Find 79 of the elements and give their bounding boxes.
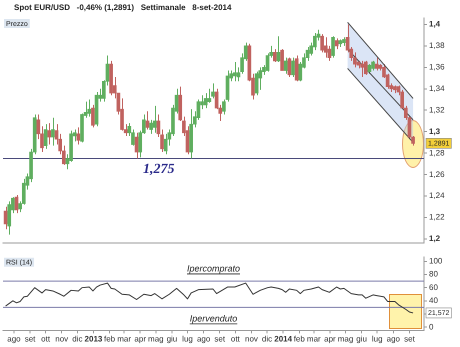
- y-tick-label: 100: [429, 256, 443, 266]
- x-tick-label: giu: [356, 334, 367, 344]
- y-tick-label: 80: [429, 270, 438, 279]
- x-tick-label: ago: [7, 334, 22, 344]
- x-tick-label: ago: [386, 334, 401, 344]
- y-tick-label: 1,34: [429, 84, 446, 93]
- candlestick: [280, 48, 284, 72]
- candlestick: [146, 110, 150, 130]
- x-tick-label: 2014: [274, 334, 293, 344]
- y-tick-label: 1,36: [429, 62, 446, 72]
- x-tick-label: lug: [182, 334, 193, 344]
- x-tick-label: set: [24, 334, 36, 344]
- candlestick: [7, 200, 12, 236]
- candlestick: [254, 71, 258, 96]
- x-tick-label: mar: [306, 334, 322, 344]
- x-tick-label: mag: [338, 334, 354, 344]
- x-tick-label: nov: [244, 334, 258, 344]
- y-tick-label: 1,32: [429, 105, 446, 114]
- candlestick: [284, 57, 288, 74]
- candlestick: [276, 36, 280, 62]
- x-tick-label: apr: [324, 334, 336, 344]
- x-tick-label: ott: [230, 334, 241, 344]
- candlestick: [291, 57, 295, 78]
- x-tick-label: dic: [262, 334, 272, 344]
- x-tick-label: mar: [117, 334, 132, 344]
- x-tick-label: set: [214, 334, 226, 344]
- y-tick-label: 1,24: [429, 191, 446, 200]
- y-tick-label: 60: [429, 282, 438, 292]
- candlestick: [87, 99, 92, 118]
- y-tick-label: 1,22: [429, 212, 446, 222]
- y-tick-label: 1,4: [429, 20, 441, 29]
- candlestick: [14, 194, 18, 214]
- x-tick-label: feb: [294, 334, 306, 344]
- x-tick-label: nov: [55, 334, 68, 344]
- y-tick-label: 1,2: [429, 234, 441, 244]
- candlestick: [324, 36, 328, 58]
- candlestick: [371, 60, 375, 72]
- y-tick-label: 1,3: [429, 126, 441, 136]
- candlestick: [44, 124, 48, 150]
- x-tick-label: ago: [196, 334, 211, 344]
- candlestick: [204, 92, 208, 109]
- candlestick: [211, 82, 215, 99]
- ref-line-label: Ipervenduto: [190, 313, 238, 324]
- x-tick-label: ott: [41, 334, 51, 344]
- x-tick-label: feb: [104, 334, 116, 344]
- y-tick-label: 1,28: [429, 148, 446, 158]
- candlestick: [273, 48, 277, 62]
- x-tick-label: mag: [148, 334, 164, 344]
- x-tick-label: apr: [134, 334, 146, 344]
- y-tick-label: 40: [429, 296, 438, 306]
- candlestick: [91, 104, 95, 128]
- candlestick: [149, 119, 153, 134]
- candlestick: [164, 133, 168, 155]
- ref-line-label: 1,275: [143, 162, 175, 178]
- chart-title: Spot EUR/USD -0,46% (1,2891) Settimanale 8-set-2014: [14, 3, 232, 12]
- candlestick: [4, 206, 8, 230]
- y-tick-label: 0: [429, 322, 434, 332]
- x-tick-label: giu: [166, 334, 178, 344]
- candlestick: [51, 117, 55, 146]
- candlestick: [208, 88, 212, 104]
- candlestick: [134, 132, 138, 159]
- candlestick: [288, 57, 292, 78]
- x-tick-label: 2013: [84, 334, 103, 344]
- x-tick-label: lug: [372, 334, 383, 344]
- x-tick-label: set: [404, 334, 416, 344]
- candlestick: [368, 64, 372, 74]
- candlestick: [294, 55, 298, 82]
- candlestick: [47, 122, 52, 146]
- y-tick-label: 1,26: [429, 170, 446, 179]
- candlestick: [298, 61, 302, 82]
- candlestick: [364, 60, 368, 76]
- candlestick: [76, 126, 80, 146]
- candlestick: [334, 38, 339, 50]
- ref-line-label: Ipercomprato: [186, 263, 240, 274]
- candlestick: [331, 36, 335, 58]
- candlestick: [320, 34, 324, 53]
- candlestick: [152, 105, 157, 134]
- x-tick-label: dic: [72, 334, 82, 344]
- y-tick-label: 1,38: [429, 41, 446, 50]
